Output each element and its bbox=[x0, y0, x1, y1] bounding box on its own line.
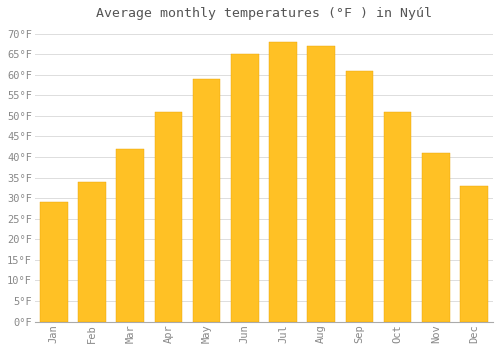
Bar bbox=[308, 46, 335, 322]
Bar bbox=[78, 182, 106, 322]
Bar bbox=[422, 153, 450, 322]
Bar bbox=[231, 54, 258, 322]
Bar bbox=[269, 42, 296, 322]
Bar bbox=[154, 112, 182, 322]
Bar bbox=[460, 186, 487, 322]
Title: Average monthly temperatures (°F ) in Nyúl: Average monthly temperatures (°F ) in Ny… bbox=[96, 7, 432, 20]
Bar bbox=[384, 112, 411, 322]
Bar bbox=[116, 149, 144, 322]
Bar bbox=[40, 202, 68, 322]
Bar bbox=[193, 79, 220, 322]
Bar bbox=[346, 71, 373, 322]
